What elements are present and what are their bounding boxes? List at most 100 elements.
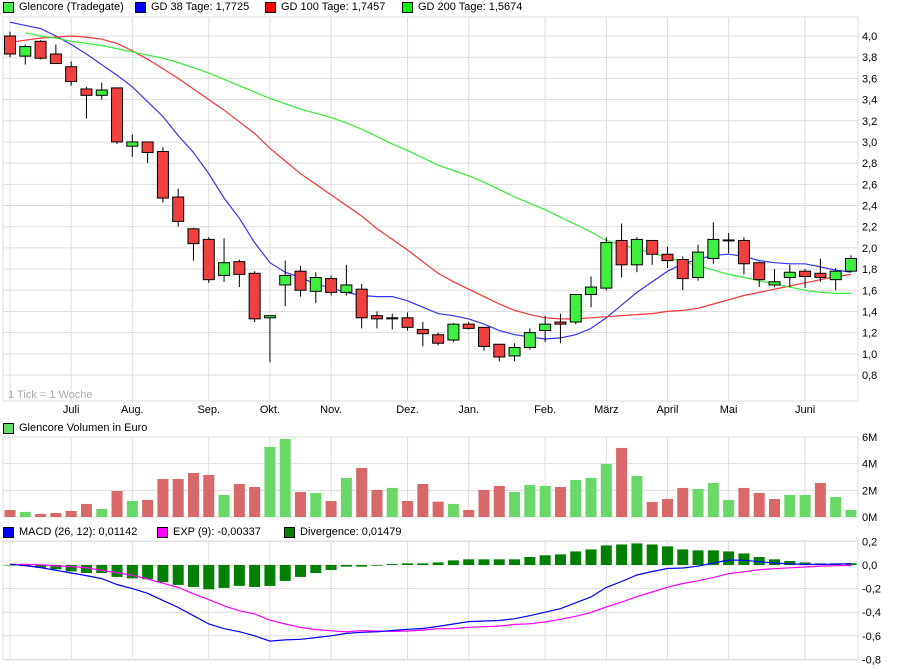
candle [768, 281, 781, 286]
volume-bar [631, 475, 643, 517]
candle [172, 196, 185, 222]
candle [523, 332, 536, 348]
candle [600, 242, 613, 289]
divergence-bar [539, 555, 551, 565]
volume-bar [233, 483, 245, 517]
volume-bar [509, 491, 521, 517]
candle [585, 286, 598, 295]
candle [722, 239, 735, 242]
divergence-bar [340, 565, 352, 567]
candle [416, 328, 429, 335]
price-axis-tick-label: 1,6 [862, 285, 877, 297]
price-legend-0: Glencore (Tradegate) [3, 0, 124, 14]
volume-bar [585, 477, 597, 517]
divergence-bar [753, 556, 765, 565]
exp-signal-line [9, 563, 851, 633]
candle [753, 262, 766, 281]
candle [615, 239, 628, 266]
volume-bar [340, 477, 352, 517]
candle [340, 284, 353, 293]
volume-bar [677, 487, 689, 517]
divergence-bar [631, 543, 643, 565]
candle [355, 288, 368, 319]
divergence-bar [493, 559, 505, 565]
divergence-bar [126, 565, 138, 579]
candle [386, 317, 399, 320]
legend-label: Glencore (Tradegate) [19, 1, 124, 13]
price-axis-tick-label: 1,4 [862, 306, 877, 318]
volume-bar [371, 489, 383, 517]
divergence-bar [585, 549, 597, 565]
volume-bar [279, 439, 291, 517]
price-axis-tick-label: 2,0 [862, 243, 877, 255]
volume-bar [478, 489, 490, 517]
legend-label: EXP (9): -0,00337 [173, 526, 261, 538]
candle [233, 261, 246, 275]
divergence-bar [310, 565, 322, 574]
divergence-bar [478, 559, 490, 565]
candle [34, 40, 47, 59]
volume-bar [692, 489, 704, 517]
candle [676, 259, 689, 280]
macd-axis-tick-label: -0,6 [862, 631, 881, 643]
candle [202, 238, 215, 281]
candle [187, 228, 200, 245]
volume-bar [769, 499, 780, 517]
candle [49, 53, 62, 65]
volume-bar [218, 495, 230, 517]
macd-legend-divergence: Divergence: 0,01479 [284, 525, 402, 539]
x-tick-label: Dez. [396, 404, 419, 416]
price-legend-gd38: GD 38 Tage: 1,7725 [135, 0, 249, 14]
legend-swatch [157, 526, 168, 538]
candle [263, 315, 276, 319]
divergence-bar [356, 565, 368, 567]
divergence-bar [799, 562, 811, 565]
candle [692, 251, 705, 279]
candle [218, 262, 231, 276]
divergence-bar [4, 565, 16, 566]
candle [554, 321, 567, 325]
price-axis-tick-label: 4,0 [862, 31, 877, 43]
volume-bar [463, 509, 475, 517]
volume-bar [447, 503, 459, 517]
candle [401, 317, 414, 328]
candle [844, 257, 857, 272]
macd-legend-exp: EXP (9): -0,00337 [157, 525, 261, 539]
ma-line-gd-200-tage [25, 32, 851, 294]
price-axis-tick-label: 3,0 [862, 137, 877, 149]
volume-bar [310, 493, 322, 517]
candle [432, 334, 445, 344]
candle [4, 35, 16, 55]
volume-bar [600, 463, 612, 517]
price-axis-tick-label: 1,8 [862, 264, 877, 276]
volume-bar [4, 510, 16, 517]
divergence-bar [447, 560, 459, 565]
divergence-bar [402, 563, 414, 565]
divergence-bar [50, 565, 62, 570]
ma-line-gd-38-tage [9, 21, 851, 340]
divergence-bar [249, 565, 261, 587]
x-tick-label: Mai [720, 404, 738, 416]
volume-bar [386, 487, 398, 517]
candle [661, 253, 674, 262]
price-axis-tick-label: 2,6 [862, 179, 877, 191]
candle [294, 270, 307, 291]
price-axis-tick-label: 1,0 [862, 349, 877, 361]
price-axis-tick-label: 3,2 [862, 116, 877, 128]
candle [477, 326, 490, 347]
legend-label: Divergence: 0,01479 [300, 526, 402, 538]
divergence-bar [692, 550, 704, 565]
volume-bar [80, 503, 92, 517]
legend-label: GD 200 Tage: 1,5674 [418, 1, 523, 13]
divergence-bar [386, 564, 398, 565]
volume-bar [19, 511, 31, 517]
candle [814, 272, 827, 279]
volume-bar [830, 497, 842, 517]
candle [783, 271, 796, 279]
legend-swatch [284, 526, 295, 538]
candle [19, 46, 32, 57]
volume-bar [402, 501, 414, 517]
volume-bar [845, 509, 857, 517]
macd-axis-tick-label: 0,2 [862, 536, 877, 548]
legend-label: GD 100 Tage: 1,7457 [281, 1, 386, 13]
